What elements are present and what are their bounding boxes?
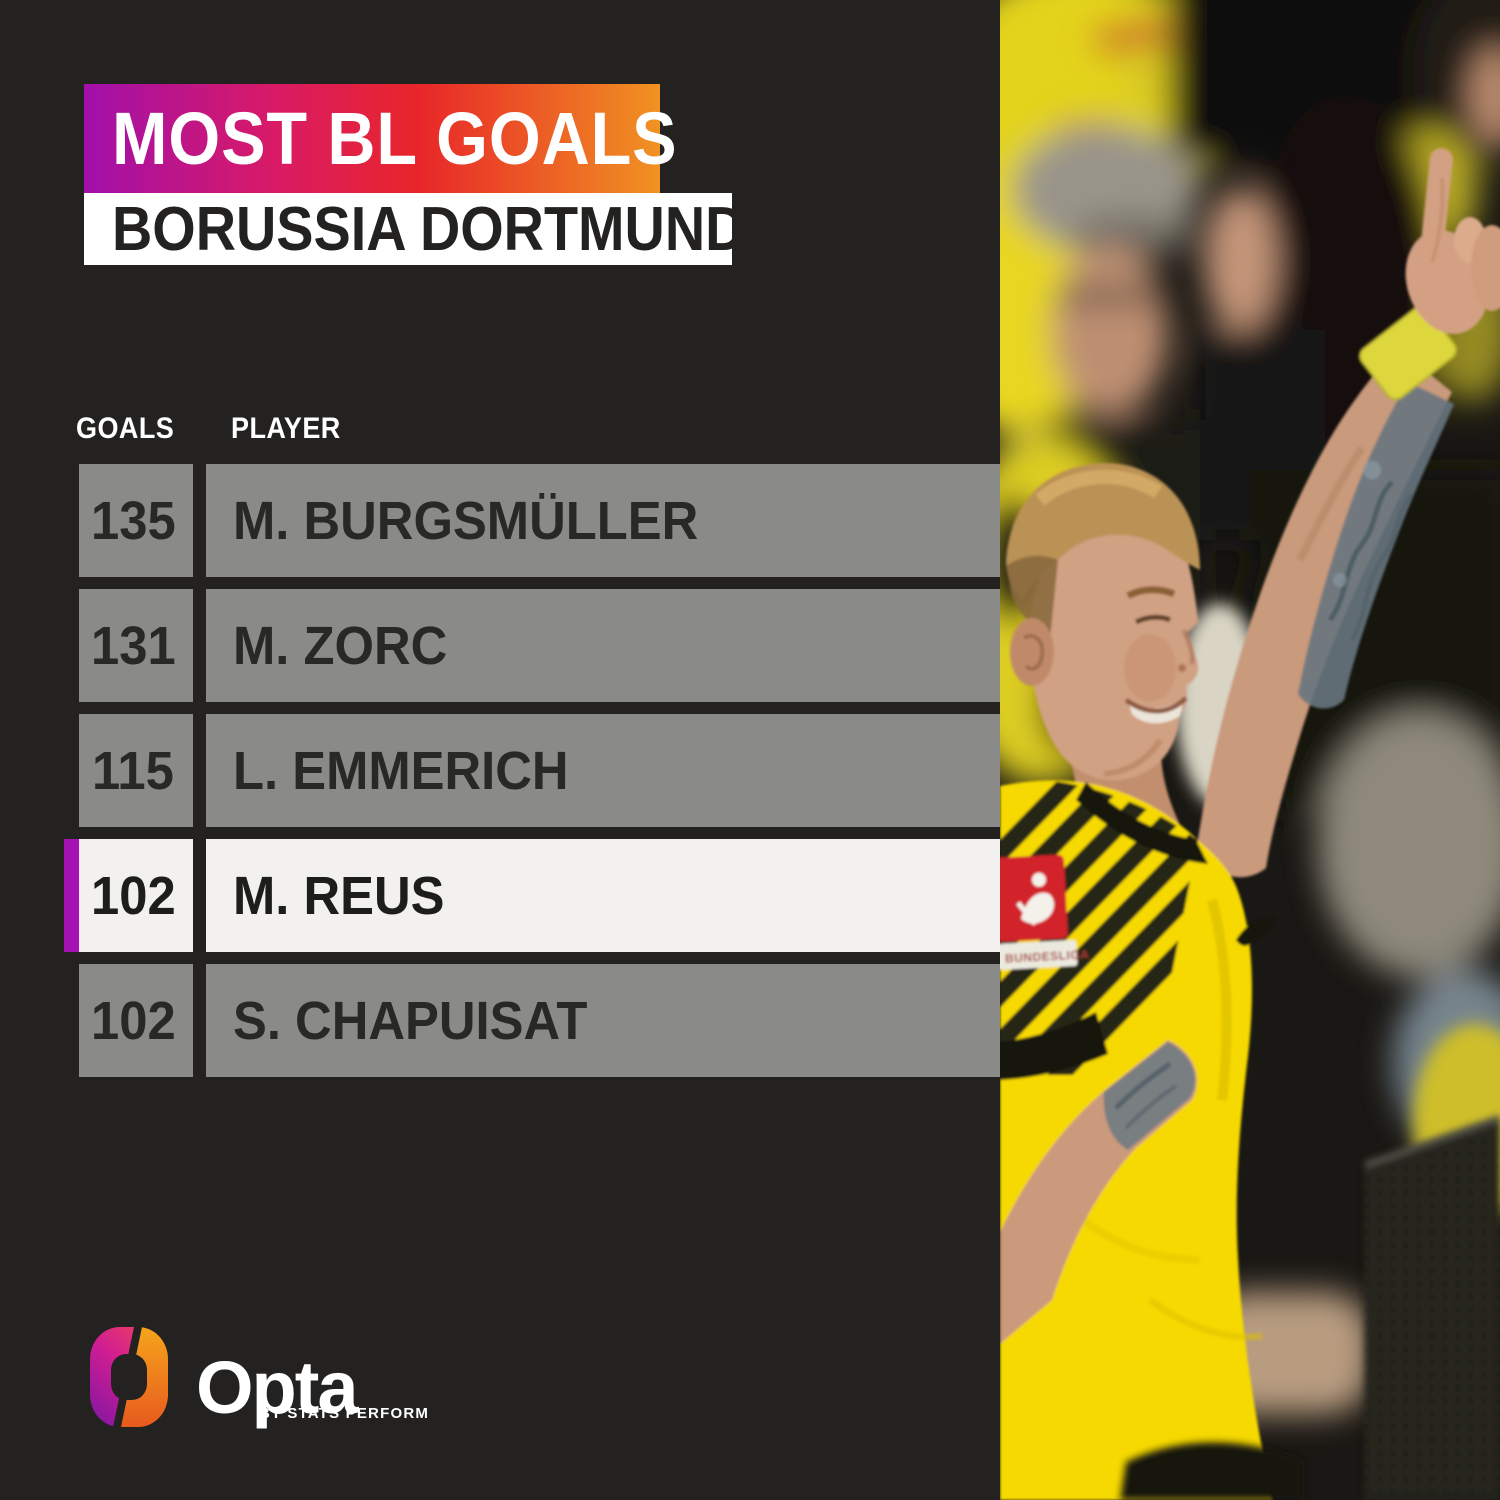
- column-header-player: PLAYER: [231, 412, 341, 445]
- shorts: [1120, 1442, 1302, 1500]
- team-name: BORUSSIA DORTMUND: [112, 194, 746, 264]
- row-accent-strip: [64, 464, 79, 577]
- row-accent-strip: [64, 964, 79, 1077]
- column-header-goals: GOALS: [76, 412, 175, 445]
- eye: [1134, 614, 1172, 625]
- sleeve-cuff: [1000, 1012, 1108, 1080]
- bundesliga-patch: BUNDESLIGA: [1000, 854, 1090, 970]
- row-accent-strip: [64, 839, 79, 952]
- table-row: 131 M. ZORC: [64, 589, 1000, 702]
- puma-logo: [1236, 918, 1275, 946]
- table-row: 135 M. BURGSMÜLLER: [64, 464, 1000, 577]
- eyebrow: [1126, 586, 1176, 600]
- stats-table: 135 M. BURGSMÜLLER 131 M. ZORC 115 L. EM…: [64, 464, 1000, 1077]
- stadium-structure: [1363, 1114, 1500, 1500]
- opta-wordmark: Opta: [196, 1346, 359, 1429]
- yellow-wristband: [1359, 306, 1457, 400]
- subtitle-banner: BORUSSIA DORTMUND: [84, 193, 745, 265]
- bundesliga-patch-label: BUNDESLIGA: [1005, 947, 1090, 965]
- player-name: S. CHAPUISAT: [206, 964, 1000, 1077]
- player-head: [1006, 463, 1200, 858]
- arm-tattoo: [1298, 382, 1454, 709]
- goals-value: 115: [79, 714, 193, 827]
- player-photo: BUNDESLIGA: [1000, 0, 1500, 1500]
- collar: [1076, 782, 1208, 864]
- table-row-highlighted: 102 M. REUS: [64, 839, 1000, 952]
- row-accent-strip: [64, 589, 79, 702]
- player-name: M. ZORC: [206, 589, 1000, 702]
- goals-value: 131: [79, 589, 193, 702]
- goals-value: 102: [79, 839, 193, 952]
- opta-logo-icon: [90, 1327, 168, 1427]
- goals-value: 135: [79, 464, 193, 577]
- stats-perform-tagline: BY STATS PERFORM: [259, 1405, 430, 1422]
- raised-arm: [1196, 305, 1458, 878]
- page-title: MOST BL GOALS: [112, 97, 678, 180]
- row-accent-strip: [64, 714, 79, 827]
- smile: [1124, 696, 1188, 714]
- player-name: M. BURGSMÜLLER: [206, 464, 1000, 577]
- crossed-arm: [1000, 1040, 1198, 1344]
- table-row: 115 L. EMMERICH: [64, 714, 1000, 827]
- forearm-tattoo: [1103, 1042, 1196, 1150]
- goals-value: 102: [79, 964, 193, 1077]
- ear: [1010, 618, 1054, 686]
- player-name: L. EMMERICH: [206, 714, 1000, 827]
- pointing-hand: [1405, 148, 1500, 334]
- table-row: 102 S. CHAPUISAT: [64, 964, 1000, 1077]
- title-banner: MOST BL GOALS: [84, 84, 677, 193]
- opta-branding: Opta BY STATS PERFORM: [90, 1327, 510, 1457]
- player-figure: BUNDESLIGA: [1000, 148, 1500, 1500]
- player-name: M. REUS: [206, 839, 1000, 952]
